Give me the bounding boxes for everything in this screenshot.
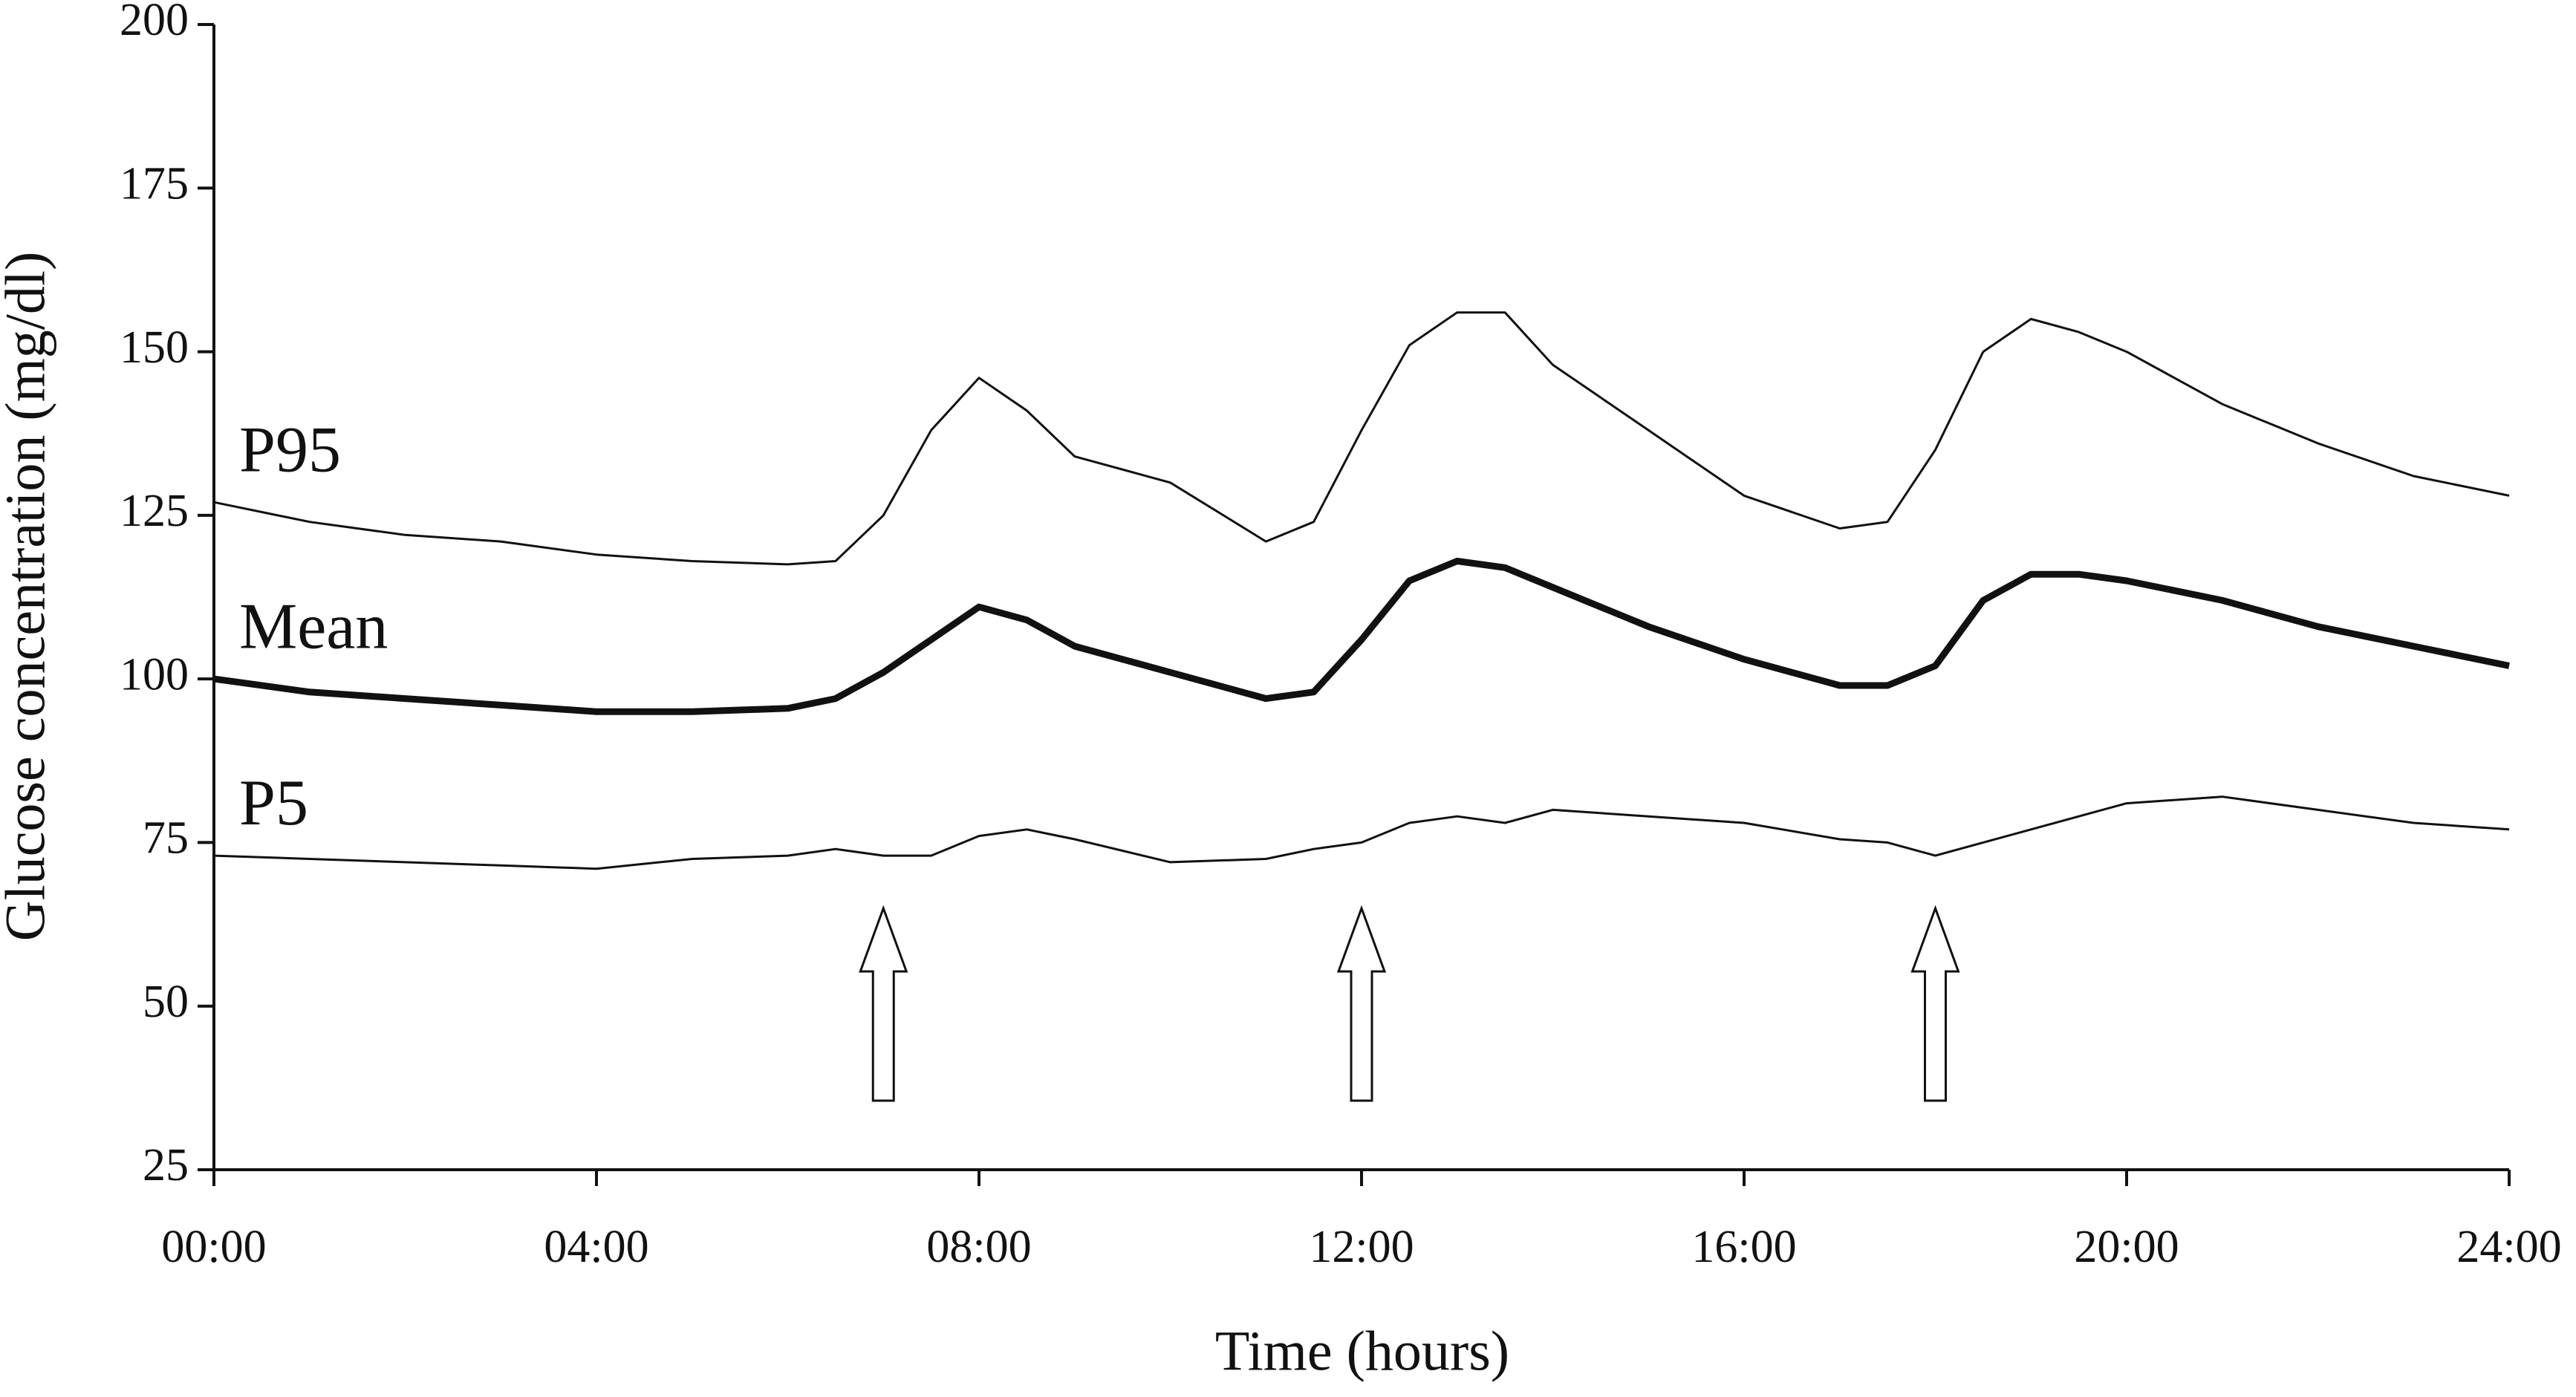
y-tick-label: 50: [143, 977, 189, 1027]
y-axis-label: Glucose concentration (mg/dl): [0, 252, 56, 942]
x-tick-label: 08:00: [926, 1222, 1031, 1272]
y-tick-label: 75: [143, 813, 189, 864]
series-label: Mean: [239, 590, 388, 662]
y-tick-label: 125: [120, 486, 189, 536]
series-line: [213, 311, 2510, 566]
series-line: [213, 795, 2510, 870]
x-tick-label: 00:00: [161, 1222, 266, 1272]
series-label: P5: [239, 767, 308, 839]
x-tick-label: 12:00: [1309, 1222, 1414, 1272]
x-axis-label: Time (hours): [1215, 1320, 1509, 1382]
x-tick-label: 20:00: [2074, 1222, 2179, 1272]
series-label: P95: [239, 414, 341, 486]
y-tick-label: 100: [120, 649, 189, 700]
series-line: [213, 558, 2510, 715]
y-tick-label: 200: [120, 0, 189, 45]
meal-arrow: [1910, 905, 1960, 1102]
y-tick-label: 25: [143, 1140, 189, 1191]
x-tick-label: 04:00: [544, 1222, 648, 1272]
y-tick-label: 150: [120, 322, 189, 373]
meal-arrow: [1336, 905, 1387, 1102]
x-tick-label: 16:00: [1691, 1222, 1796, 1272]
meal-arrow: [859, 905, 908, 1102]
x-tick-label: 24:00: [2456, 1222, 2561, 1272]
y-tick-label: 175: [120, 159, 189, 209]
